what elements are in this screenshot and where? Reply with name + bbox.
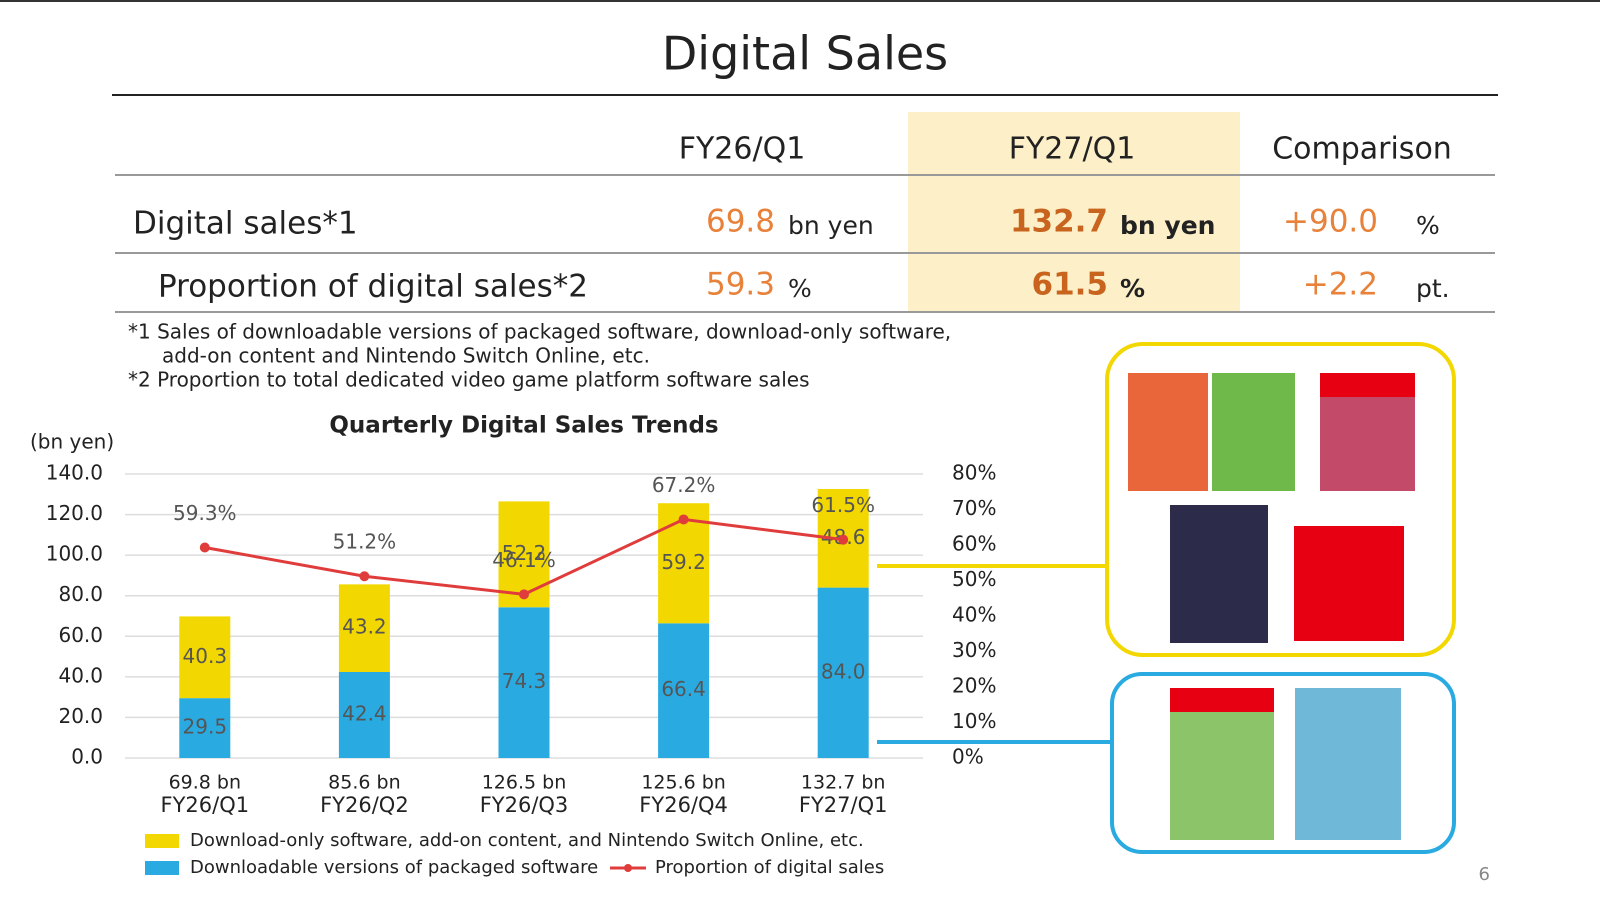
bar-segment bbox=[658, 623, 710, 758]
y2-tick-label: 20% bbox=[952, 674, 996, 698]
line-point bbox=[838, 534, 849, 545]
legend-swatch bbox=[624, 864, 632, 872]
bar-segment bbox=[179, 616, 231, 699]
cell-unit: % bbox=[1416, 211, 1440, 240]
y-tick-label: 120.0 bbox=[46, 501, 103, 525]
bar-segment bbox=[817, 587, 869, 758]
page-number: 6 bbox=[1479, 864, 1490, 885]
bar-label: 74.3 bbox=[502, 669, 547, 693]
image-frame bbox=[1105, 342, 1456, 657]
product-image bbox=[1294, 526, 1404, 641]
y-tick-label: 0.0 bbox=[71, 745, 103, 769]
footnote: *1 Sales of downloadable versions of pac… bbox=[128, 320, 951, 344]
cell-value: 132.7 bbox=[1010, 204, 1108, 240]
bar-label: 43.2 bbox=[342, 615, 387, 639]
x-total-label: 125.6 bn bbox=[641, 772, 726, 794]
product-image bbox=[1170, 505, 1268, 643]
y-tick-label: 80.0 bbox=[58, 582, 103, 606]
y2-tick-label: 60% bbox=[952, 532, 996, 556]
line-label: 51.2% bbox=[333, 530, 397, 554]
y2-tick-label: 70% bbox=[952, 496, 996, 520]
column-header: FY27/Q1 bbox=[1009, 132, 1136, 167]
y2-tick-label: 10% bbox=[952, 709, 996, 733]
y-tick-label: 40.0 bbox=[58, 663, 103, 687]
bar-segment bbox=[498, 607, 550, 758]
product-image bbox=[1128, 373, 1208, 491]
cell-value: +90.0 bbox=[1283, 204, 1378, 240]
x-tick-label: FY26/Q4 bbox=[639, 793, 728, 817]
x-total-label: 126.5 bn bbox=[482, 772, 567, 794]
bar-label: 59.2 bbox=[661, 550, 706, 574]
line-label: 67.2% bbox=[652, 473, 716, 497]
bar-segment bbox=[338, 671, 390, 758]
line-label: 61.5% bbox=[811, 493, 875, 517]
column-header: FY26/Q1 bbox=[679, 132, 806, 167]
cell-value: 69.8 bbox=[706, 204, 775, 240]
cell-unit: % bbox=[1120, 274, 1145, 303]
x-tick-label: FY26/Q3 bbox=[480, 793, 569, 817]
line-point bbox=[678, 514, 689, 525]
legend-label: Download-only software, add-on content, … bbox=[190, 830, 864, 851]
legend-label: Proportion of digital sales bbox=[655, 857, 884, 878]
x-tick-label: FY26/Q1 bbox=[161, 793, 250, 817]
bar-segment bbox=[179, 698, 231, 758]
x-total-label: 69.8 bn bbox=[169, 772, 241, 794]
legend-swatch bbox=[145, 861, 179, 875]
y2-tick-label: 40% bbox=[952, 603, 996, 627]
y-tick-label: 140.0 bbox=[46, 461, 103, 485]
y-tick-label: 100.0 bbox=[46, 542, 103, 566]
product-image bbox=[1320, 373, 1415, 397]
product-image bbox=[1170, 688, 1274, 840]
bar-label: 52.2 bbox=[502, 541, 547, 565]
highlight-column bbox=[908, 112, 1240, 312]
y2-tick-label: 0% bbox=[952, 745, 984, 769]
x-total-label: 85.6 bn bbox=[328, 772, 400, 794]
cell-unit: bn yen bbox=[1120, 211, 1215, 240]
line-label: 59.3% bbox=[173, 501, 237, 525]
x-tick-label: FY26/Q2 bbox=[320, 793, 409, 817]
column-header: Comparison bbox=[1272, 132, 1452, 167]
y-tick-label: 20.0 bbox=[58, 704, 103, 728]
line-point bbox=[199, 542, 210, 553]
footnote: *2 Proportion to total dedicated video g… bbox=[128, 368, 809, 392]
x-tick-label: FY27/Q1 bbox=[799, 793, 888, 817]
cell-unit: pt. bbox=[1416, 274, 1450, 303]
product-image bbox=[1170, 688, 1274, 712]
y-axis-label: (bn yen) bbox=[30, 430, 114, 454]
bar-label: 42.4 bbox=[342, 701, 387, 725]
cell-value: 59.3 bbox=[706, 267, 775, 303]
legend-label: Downloadable versions of packaged softwa… bbox=[190, 857, 598, 878]
line-point bbox=[359, 571, 370, 582]
bar-label: 29.5 bbox=[183, 715, 228, 739]
y2-tick-label: 50% bbox=[952, 567, 996, 591]
cell-unit: bn yen bbox=[788, 211, 874, 240]
x-total-label: 132.7 bn bbox=[801, 772, 886, 794]
y2-tick-label: 80% bbox=[952, 461, 996, 485]
product-image bbox=[1295, 688, 1401, 840]
legend-swatch bbox=[145, 834, 179, 848]
cell-unit: % bbox=[788, 274, 812, 303]
cell-value: +2.2 bbox=[1303, 267, 1378, 303]
y-tick-label: 60.0 bbox=[58, 623, 103, 647]
image-frame bbox=[1110, 672, 1456, 854]
y2-tick-label: 30% bbox=[952, 638, 996, 662]
bar-segment bbox=[338, 584, 390, 672]
slide-title: Digital Sales bbox=[662, 27, 948, 81]
bar-label: 84.0 bbox=[821, 659, 866, 683]
bar-label: 40.3 bbox=[183, 644, 228, 668]
line-point bbox=[519, 589, 529, 600]
footnote: add-on content and Nintendo Switch Onlin… bbox=[162, 344, 650, 368]
chart-title: Quarterly Digital Sales Trends bbox=[329, 413, 718, 439]
product-image bbox=[1212, 373, 1295, 491]
row-label: Digital sales*1 bbox=[133, 206, 358, 242]
row-label: Proportion of digital sales*2 bbox=[158, 269, 588, 305]
line-label: 46.1% bbox=[492, 548, 556, 572]
bar-label: 66.4 bbox=[661, 677, 706, 701]
cell-value: 61.5 bbox=[1032, 267, 1109, 303]
